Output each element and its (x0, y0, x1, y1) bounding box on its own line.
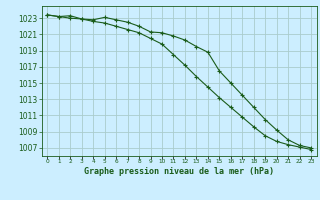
X-axis label: Graphe pression niveau de la mer (hPa): Graphe pression niveau de la mer (hPa) (84, 167, 274, 176)
